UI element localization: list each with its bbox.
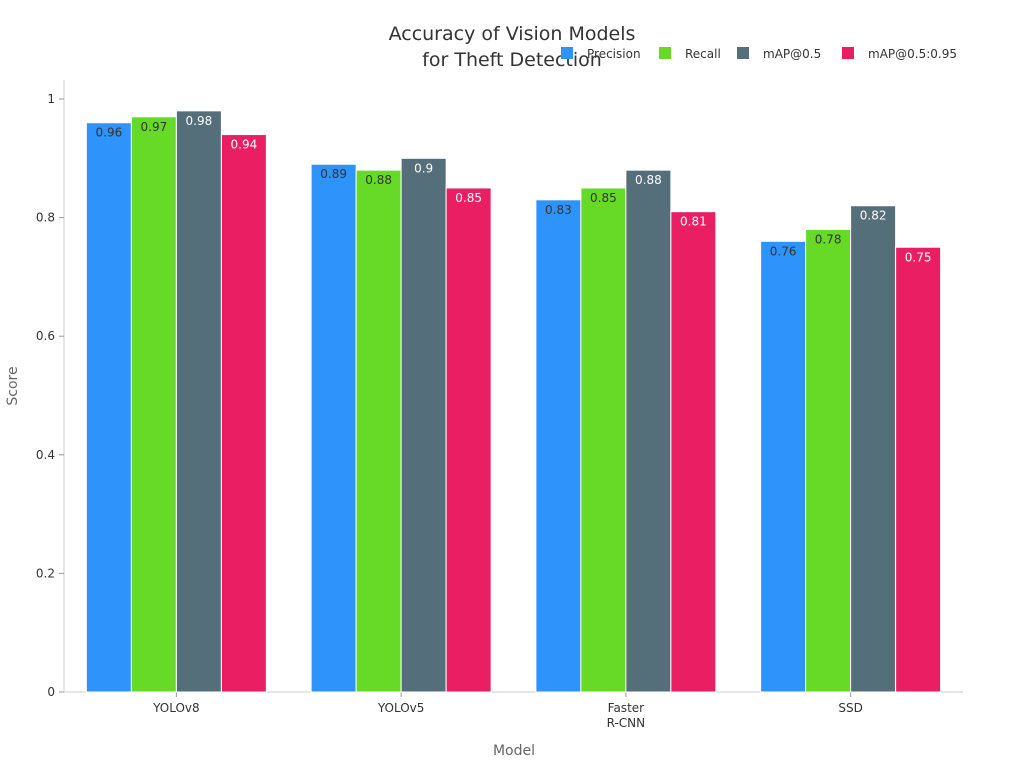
bar-precision[interactable] <box>535 199 582 693</box>
data-label: 0.94 <box>231 138 258 152</box>
data-label: 0.76 <box>770 244 797 258</box>
data-label: 0.75 <box>905 250 932 264</box>
legend-label: Precision <box>587 47 641 61</box>
data-label: 0.85 <box>455 191 482 205</box>
bar-map-0-5[interactable] <box>625 169 672 693</box>
bar-map-0-5-0-95[interactable] <box>445 187 492 693</box>
data-label: 0.97 <box>141 120 168 134</box>
bar-map-0-5[interactable] <box>175 110 222 693</box>
data-label: 0.88 <box>635 173 662 187</box>
bar-precision[interactable] <box>310 163 357 693</box>
legend-swatch <box>561 47 573 59</box>
x-axis-label: Model <box>493 743 535 759</box>
bars: 0.96 0.97 0.98 0.94 0.89 0.88 0.9 0.85 0.83 0.85 0… <box>85 110 942 693</box>
bar-recall[interactable] <box>805 228 852 693</box>
y-tick-label: 0.2 <box>36 566 55 580</box>
bar-precision[interactable] <box>760 240 807 693</box>
chart-title-line-1: Accuracy of Vision Models <box>389 23 636 45</box>
data-label: 0.98 <box>186 114 213 128</box>
x-tick-label: YOLOv5 <box>377 701 425 715</box>
x-tick-label: YOLOv8 <box>152 701 200 715</box>
data-label: 0.83 <box>545 203 572 217</box>
legend-swatch <box>659 47 671 59</box>
y-tick-label: 0.8 <box>36 211 55 225</box>
bar-map-0-5[interactable] <box>400 157 447 693</box>
bar-map-0-5-0-95[interactable] <box>220 134 267 693</box>
x-tick-label: SSD <box>838 701 862 715</box>
legend-item[interactable]: mAP@0.5:0.95 <box>842 47 957 61</box>
bar-recall[interactable] <box>580 187 627 693</box>
chart-title: Accuracy of Vision Models for Theft Dete… <box>389 23 636 71</box>
y-tick-label: 1 <box>47 92 55 106</box>
data-label: 0.89 <box>320 167 347 181</box>
bar-map-0-5-0-95[interactable] <box>895 246 942 693</box>
bar-map-0-5[interactable] <box>850 205 897 693</box>
x-tick-label: R-CNN <box>607 716 646 730</box>
legend-swatch <box>842 47 854 59</box>
y-tick-label: 0.6 <box>36 329 55 343</box>
y-axis-label: Score <box>5 366 21 405</box>
legend-item[interactable]: mAP@0.5 <box>737 47 821 61</box>
y-tick-label: 0.4 <box>36 448 55 462</box>
legend-label: mAP@0.5 <box>763 47 821 61</box>
data-label: 0.9 <box>414 161 433 175</box>
legend-label: mAP@0.5:0.95 <box>868 47 957 61</box>
data-label: 0.81 <box>680 215 707 229</box>
data-label: 0.96 <box>96 126 123 140</box>
x-tick-label: Faster <box>608 701 644 715</box>
data-label: 0.82 <box>860 209 887 223</box>
legend-swatch <box>737 47 749 59</box>
legend: Precision Recall mAP@0.5 mAP@0.5:0.95 <box>561 47 957 61</box>
legend-item[interactable]: Precision <box>561 47 641 61</box>
bar-precision[interactable] <box>85 122 132 693</box>
y-tick-label: 0 <box>47 685 55 699</box>
data-label: 0.85 <box>590 191 617 205</box>
legend-item[interactable]: Recall <box>659 47 721 61</box>
chart-title-line-2: for Theft Detection <box>422 49 602 71</box>
data-label: 0.88 <box>365 173 392 187</box>
data-label: 0.78 <box>815 232 842 246</box>
bar-recall[interactable] <box>355 169 402 693</box>
bar-recall[interactable] <box>130 116 177 693</box>
bar-map-0-5-0-95[interactable] <box>670 211 717 693</box>
legend-label: Recall <box>685 47 721 61</box>
